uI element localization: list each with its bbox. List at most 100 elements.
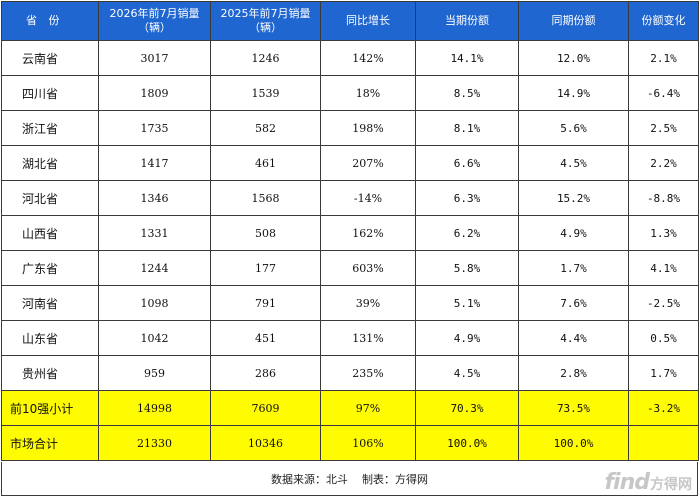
share-change-cell: -8.8%: [628, 180, 699, 216]
prior-share-cell: 73.5%: [518, 390, 629, 426]
table-row: 湖北省 1417 461 207% 6.6% 4.5% 2.2%: [1, 145, 699, 181]
sales-2026-cell: 3017: [98, 40, 211, 76]
prior-share-cell: 4.4%: [518, 320, 629, 356]
logo-en-text: find: [604, 470, 650, 495]
table-row: 云南省 3017 1246 142% 14.1% 12.0% 2.1%: [1, 40, 699, 76]
sales-2025-cell: 582: [210, 110, 321, 146]
sales-2026-cell: 1098: [98, 285, 211, 321]
province-cell: 市场合计: [1, 425, 99, 461]
prior-share-cell: 5.6%: [518, 110, 629, 146]
prior-share-cell: 15.2%: [518, 180, 629, 216]
share-change-cell: 1.7%: [628, 355, 699, 391]
table-row: 山西省 1331 508 162% 6.2% 4.9% 1.3%: [1, 215, 699, 251]
table-row: 河北省 1346 1568 -14% 6.3% 15.2% -8.8%: [1, 180, 699, 216]
share-change-cell: 4.1%: [628, 250, 699, 286]
province-cell: 山西省: [1, 215, 99, 251]
sales-2026-cell: 959: [98, 355, 211, 391]
sales-2026-cell: 1809: [98, 75, 211, 111]
sales-2025-cell: 451: [210, 320, 321, 356]
table-header-row: 省 份 2026年前7月销量 （辆） 2025年前7月销量 （辆） 同比增长 当期份…: [1, 1, 699, 41]
sales-2025-cell: 177: [210, 250, 321, 286]
header-text-line: （辆）: [138, 21, 171, 34]
province-cell: 湖北省: [1, 145, 99, 181]
sales-2025-cell: 1246: [210, 40, 321, 76]
header-sales-2026: 2026年前7月销量 （辆）: [98, 1, 211, 41]
sales-2026-cell: 1244: [98, 250, 211, 286]
current-share-cell: 4.5%: [415, 355, 519, 391]
province-cell: 河南省: [1, 285, 99, 321]
current-share-cell: 14.1%: [415, 40, 519, 76]
current-share-cell: 4.9%: [415, 320, 519, 356]
header-text-line: 2026年前7月销量: [109, 7, 200, 20]
header-prior-share: 同期份额: [518, 1, 629, 41]
yoy-growth-cell: 198%: [320, 110, 416, 146]
summary-row: 市场合计 21330 10346 106% 100.0% 100.0%: [1, 425, 699, 461]
current-share-cell: 6.3%: [415, 180, 519, 216]
share-change-cell: 2.1%: [628, 40, 699, 76]
share-change-cell: 1.3%: [628, 215, 699, 251]
prior-share-cell: 12.0%: [518, 40, 629, 76]
current-share-cell: 8.5%: [415, 75, 519, 111]
yoy-growth-cell: -14%: [320, 180, 416, 216]
sales-2025-cell: 1539: [210, 75, 321, 111]
yoy-growth-cell: 142%: [320, 40, 416, 76]
prior-share-cell: 100.0%: [518, 425, 629, 461]
prior-share-cell: 4.5%: [518, 145, 629, 181]
yoy-growth-cell: 235%: [320, 355, 416, 391]
table-row: 贵州省 959 286 235% 4.5% 2.8% 1.7%: [1, 355, 699, 391]
share-change-cell: -2.5%: [628, 285, 699, 321]
table-row: 山东省 1042 451 131% 4.9% 4.4% 0.5%: [1, 320, 699, 356]
sales-2026-cell: 1042: [98, 320, 211, 356]
sales-2026-cell: 1346: [98, 180, 211, 216]
table-row: 四川省 1809 1539 18% 8.5% 14.9% -6.4%: [1, 75, 699, 111]
logo-cn-text: 方得网: [650, 477, 692, 493]
current-share-cell: 6.2%: [415, 215, 519, 251]
province-cell: 贵州省: [1, 355, 99, 391]
header-share-change: 份额变化: [628, 1, 699, 41]
province-cell: 广东省: [1, 250, 99, 286]
share-change-cell: 2.5%: [628, 110, 699, 146]
sales-2025-cell: 1568: [210, 180, 321, 216]
sales-2025-cell: 461: [210, 145, 321, 181]
table-row: 河南省 1098 791 39% 5.1% 7.6% -2.5%: [1, 285, 699, 321]
sales-2026-cell: 21330: [98, 425, 211, 461]
share-change-cell: [628, 425, 699, 461]
sales-2026-cell: 1735: [98, 110, 211, 146]
share-change-cell: -6.4%: [628, 75, 699, 111]
table-body: 云南省 3017 1246 142% 14.1% 12.0% 2.1% 四川省 1809 1539…: [1, 40, 699, 461]
header-yoy-growth: 同比增长: [320, 1, 416, 41]
province-cell: 四川省: [1, 75, 99, 111]
header-province: 省 份: [1, 1, 99, 41]
current-share-cell: 6.6%: [415, 145, 519, 181]
province-cell: 河北省: [1, 180, 99, 216]
current-share-cell: 5.8%: [415, 250, 519, 286]
yoy-growth-cell: 39%: [320, 285, 416, 321]
sales-2025-cell: 791: [210, 285, 321, 321]
table-row: 广东省 1244 177 603% 5.8% 1.7% 4.1%: [1, 250, 699, 286]
current-share-cell: 70.3%: [415, 390, 519, 426]
sales-2025-cell: 10346: [210, 425, 321, 461]
sales-2025-cell: 7609: [210, 390, 321, 426]
sales-2026-cell: 1331: [98, 215, 211, 251]
table-footer: 数据来源：北斗 制表：方得网: [1, 462, 698, 496]
prior-share-cell: 14.9%: [518, 75, 629, 111]
sales-2025-cell: 508: [210, 215, 321, 251]
sales-2025-cell: 286: [210, 355, 321, 391]
watermark-logo: find 方得网: [604, 470, 692, 495]
header-text-line: （辆）: [249, 21, 282, 34]
share-change-cell: 0.5%: [628, 320, 699, 356]
prior-share-cell: 1.7%: [518, 250, 629, 286]
table-row: 浙江省 1735 582 198% 8.1% 5.6% 2.5%: [1, 110, 699, 146]
header-sales-2025: 2025年前7月销量 （辆）: [210, 1, 321, 41]
sales-2026-cell: 14998: [98, 390, 211, 426]
current-share-cell: 5.1%: [415, 285, 519, 321]
current-share-cell: 100.0%: [415, 425, 519, 461]
yoy-growth-cell: 162%: [320, 215, 416, 251]
province-cell: 云南省: [1, 40, 99, 76]
table-maker: 制表：方得网: [362, 472, 428, 486]
header-current-share: 当期份额: [415, 1, 519, 41]
current-share-cell: 8.1%: [415, 110, 519, 146]
summary-row: 前10强小计 14998 7609 97% 70.3% 73.5% -3.2%: [1, 390, 699, 426]
prior-share-cell: 7.6%: [518, 285, 629, 321]
yoy-growth-cell: 131%: [320, 320, 416, 356]
